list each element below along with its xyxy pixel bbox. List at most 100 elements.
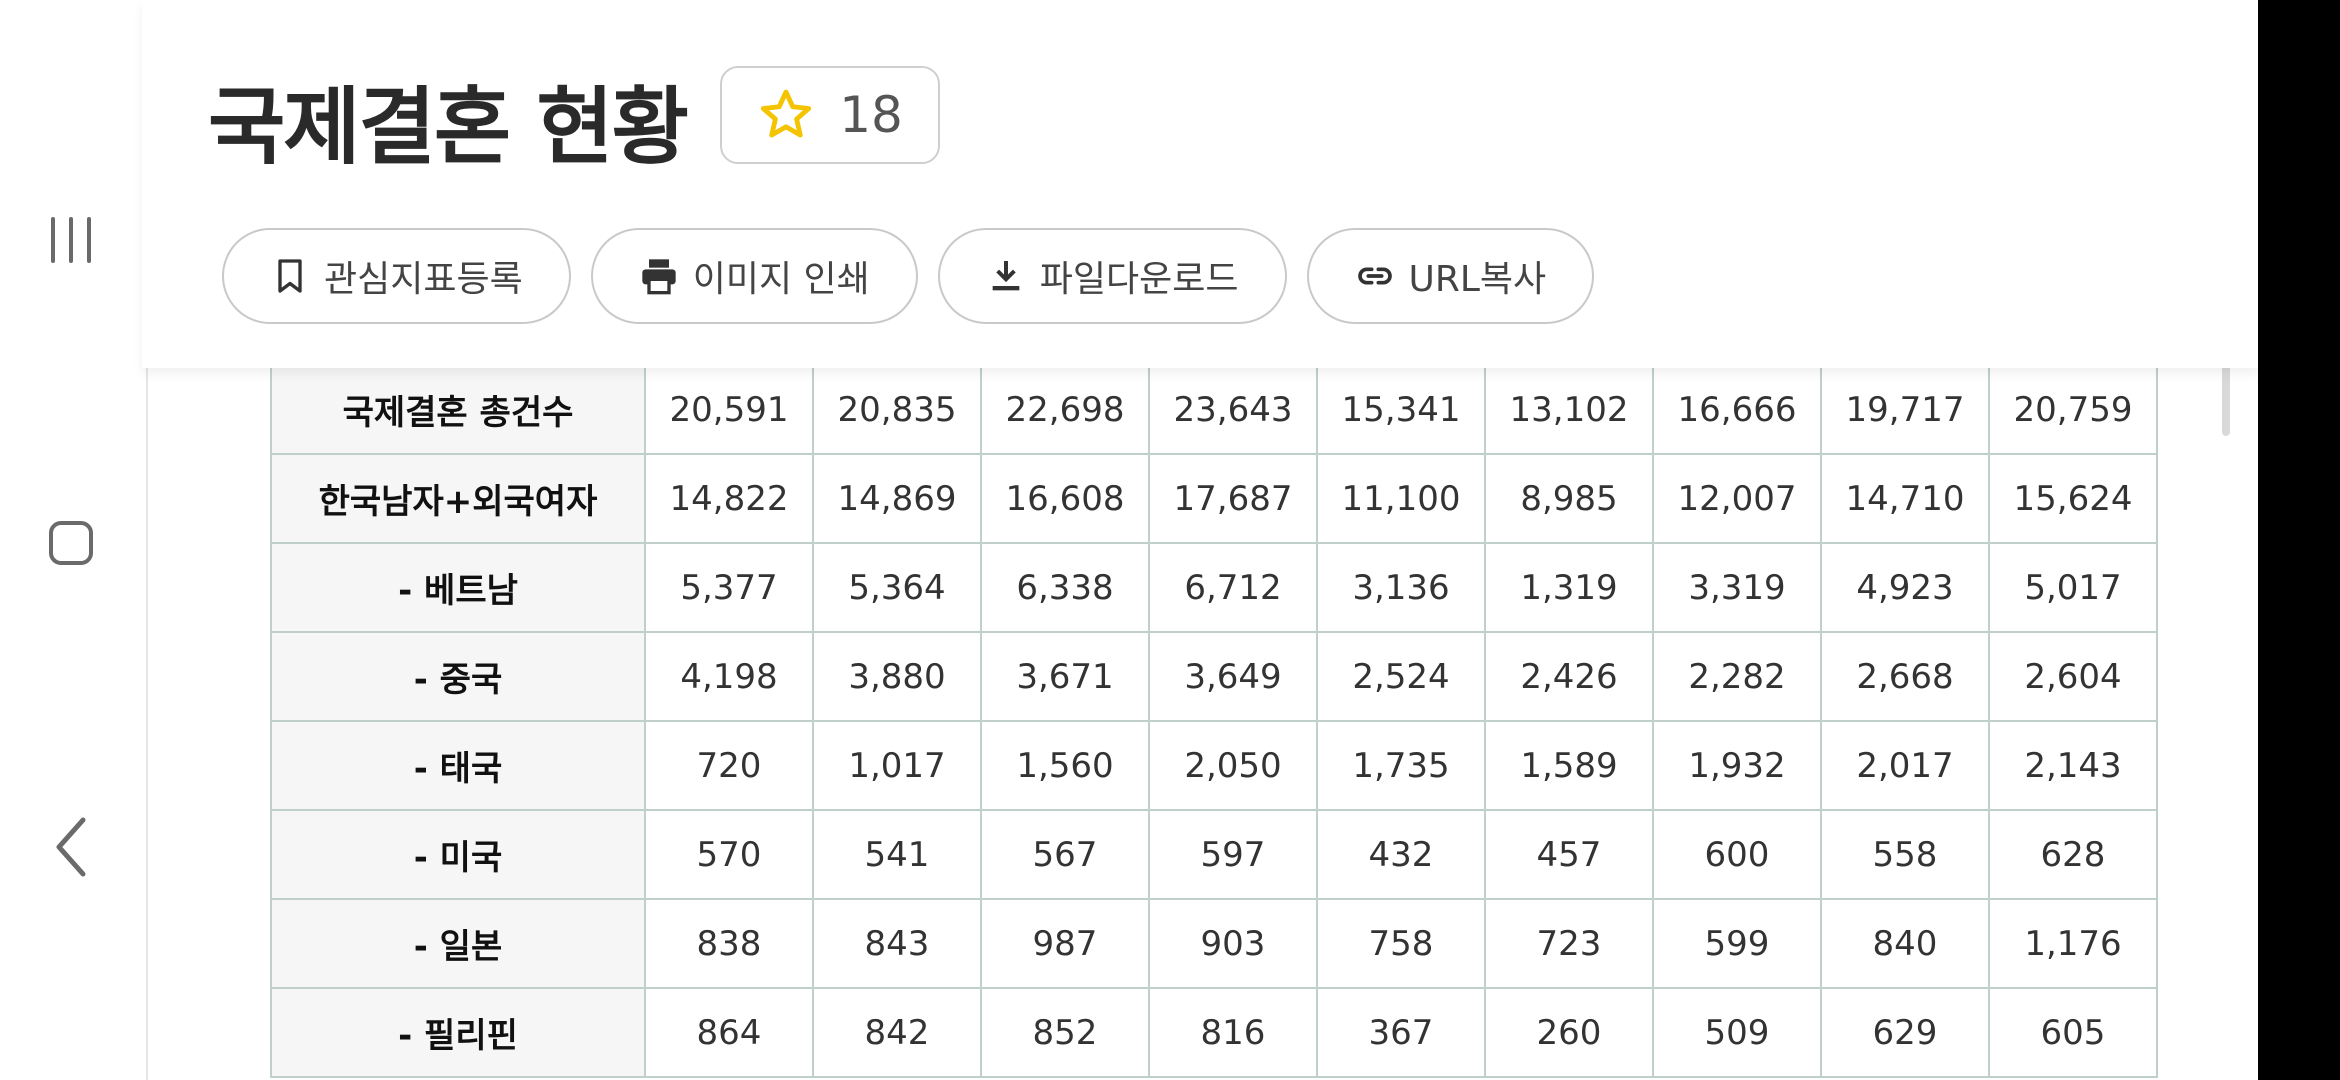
table-cell: 3,649 xyxy=(1148,631,1318,722)
table-cell: 987 xyxy=(980,898,1150,989)
table-cell: 8,985 xyxy=(1484,453,1654,544)
table-cell: 6,712 xyxy=(1148,542,1318,633)
table-cell: 1,932 xyxy=(1652,720,1822,811)
download-icon xyxy=(992,261,1020,291)
table-row: - 베트남 5,377 5,364 6,338 6,712 3,136 1,319 3,319… xyxy=(270,542,2158,633)
table-cell: 5,017 xyxy=(1988,542,2158,633)
table-cell: 1,176 xyxy=(1988,898,2158,989)
table-cell: 17,687 xyxy=(1148,453,1318,544)
table-cell: 15,341 xyxy=(1316,364,1486,455)
print-image-button[interactable]: 이미지 인쇄 xyxy=(590,228,918,324)
link-icon xyxy=(1357,267,1392,285)
table-cell: 432 xyxy=(1316,809,1486,900)
table-cell: 567 xyxy=(980,809,1150,900)
statistics-table: 국제결혼 총건수 20,591 20,835 22,698 23,643 15,341 13… xyxy=(270,364,2158,1078)
table-cell: 2,050 xyxy=(1148,720,1318,811)
table-cell: 16,666 xyxy=(1652,364,1822,455)
row-label: - 베트남 xyxy=(270,542,646,633)
page-title: 국제결혼 현황 xyxy=(208,78,689,176)
table-cell: 541 xyxy=(812,809,982,900)
action-toolbar: 관심지표등록 이미지 인쇄 파일다운로드 URL복사 xyxy=(222,228,1595,324)
table-cell: 2,604 xyxy=(1988,631,2158,722)
print-label: 이미지 인쇄 xyxy=(692,259,870,300)
back-icon[interactable] xyxy=(36,812,106,882)
table-cell: 1,560 xyxy=(980,720,1150,811)
table-cell: 22,698 xyxy=(980,364,1150,455)
table-cell: 570 xyxy=(644,809,814,900)
table-cell: 843 xyxy=(812,898,982,989)
table-cell: 816 xyxy=(1148,987,1318,1078)
table-cell: 14,822 xyxy=(644,453,814,544)
table-row: - 미국 570 541 567 597 432 457 600 558 628 xyxy=(270,809,2158,900)
table-cell: 6,338 xyxy=(980,542,1150,633)
file-download-button[interactable]: 파일다운로드 xyxy=(937,228,1287,324)
download-label: 파일다운로드 xyxy=(1039,259,1239,300)
table-cell: 903 xyxy=(1148,898,1318,989)
table-cell: 840 xyxy=(1820,898,1990,989)
table-cell: 2,524 xyxy=(1316,631,1486,722)
table-cell: 19,717 xyxy=(1820,364,1990,455)
table-cell: 597 xyxy=(1148,809,1318,900)
table-cell: 600 xyxy=(1652,809,1822,900)
table-cell: 629 xyxy=(1820,987,1990,1078)
table-cell: 1,735 xyxy=(1316,720,1486,811)
table-cell: 20,759 xyxy=(1988,364,2158,455)
row-label: - 미국 xyxy=(270,809,646,900)
table-cell: 367 xyxy=(1316,987,1486,1078)
table-row: - 태국 720 1,017 1,560 2,050 1,735 1,589 1,932 2,0… xyxy=(270,720,2158,811)
table-row: - 일본 838 843 987 903 758 723 599 840 1,176 xyxy=(270,898,2158,989)
table-cell: 720 xyxy=(644,720,814,811)
table-cell: 5,364 xyxy=(812,542,982,633)
table-container: 국제결혼 총건수 20,591 20,835 22,698 23,643 15,341 13… xyxy=(146,362,2260,1080)
copy-url-button[interactable]: URL복사 xyxy=(1306,228,1595,324)
system-nav-bar xyxy=(0,0,142,1080)
table-cell: 2,426 xyxy=(1484,631,1654,722)
table-cell: 758 xyxy=(1316,898,1486,989)
bookmark-icon xyxy=(278,259,302,293)
table-cell: 457 xyxy=(1484,809,1654,900)
table-cell: 2,668 xyxy=(1820,631,1990,722)
star-icon xyxy=(761,89,812,138)
table-cell: 509 xyxy=(1652,987,1822,1078)
table-cell: 20,835 xyxy=(812,364,982,455)
table-cell: 13,102 xyxy=(1484,364,1654,455)
bookmark-indicator-button[interactable]: 관심지표등록 xyxy=(222,228,571,324)
table-cell: 842 xyxy=(812,987,982,1078)
table-cell: 11,100 xyxy=(1316,453,1486,544)
table-cell: 5,377 xyxy=(644,542,814,633)
table-cell: 260 xyxy=(1484,987,1654,1078)
table-cell: 605 xyxy=(1988,987,2158,1078)
recent-apps-icon[interactable] xyxy=(36,205,106,275)
row-label: 국제결혼 총건수 xyxy=(270,364,646,455)
table-cell: 628 xyxy=(1988,809,2158,900)
table-cell: 2,282 xyxy=(1652,631,1822,722)
table-cell: 14,869 xyxy=(812,453,982,544)
table-cell: 4,198 xyxy=(644,631,814,722)
table-row: - 중국 4,198 3,880 3,671 3,649 2,524 2,426 2,282 2… xyxy=(270,631,2158,722)
home-icon[interactable] xyxy=(36,508,106,578)
table-cell: 16,608 xyxy=(980,453,1150,544)
table-row: - 필리핀 864 842 852 816 367 260 509 629 605 xyxy=(270,987,2158,1078)
row-label: - 일본 xyxy=(270,898,646,989)
table-row: 국제결혼 총건수 20,591 20,835 22,698 23,643 15,341 13… xyxy=(270,364,2158,455)
table-cell: 20,591 xyxy=(644,364,814,455)
table-cell: 864 xyxy=(644,987,814,1078)
table-cell: 1,589 xyxy=(1484,720,1654,811)
favorite-button[interactable]: 18 xyxy=(720,66,940,164)
screen-edge xyxy=(2258,0,2340,1080)
table-cell: 15,624 xyxy=(1988,453,2158,544)
table-row: 한국남자+외국여자 14,822 14,869 16,608 17,687 11,100 8… xyxy=(270,453,2158,544)
table-cell: 852 xyxy=(980,987,1150,1078)
copy-url-label: URL복사 xyxy=(1408,259,1547,300)
bookmark-label: 관심지표등록 xyxy=(324,259,523,300)
row-label: - 필리핀 xyxy=(270,987,646,1078)
table-cell: 4,923 xyxy=(1820,542,1990,633)
table-cell: 2,143 xyxy=(1988,720,2158,811)
table-cell: 23,643 xyxy=(1148,364,1318,455)
table-cell: 14,710 xyxy=(1820,453,1990,544)
row-label: 한국남자+외국여자 xyxy=(270,453,646,544)
table-cell: 3,319 xyxy=(1652,542,1822,633)
page-header: 국제결혼 현황 18 관심지표등록 이미지 인쇄 파일다운로 xyxy=(142,0,2258,368)
printer-icon xyxy=(642,259,676,295)
table-cell: 3,880 xyxy=(812,631,982,722)
